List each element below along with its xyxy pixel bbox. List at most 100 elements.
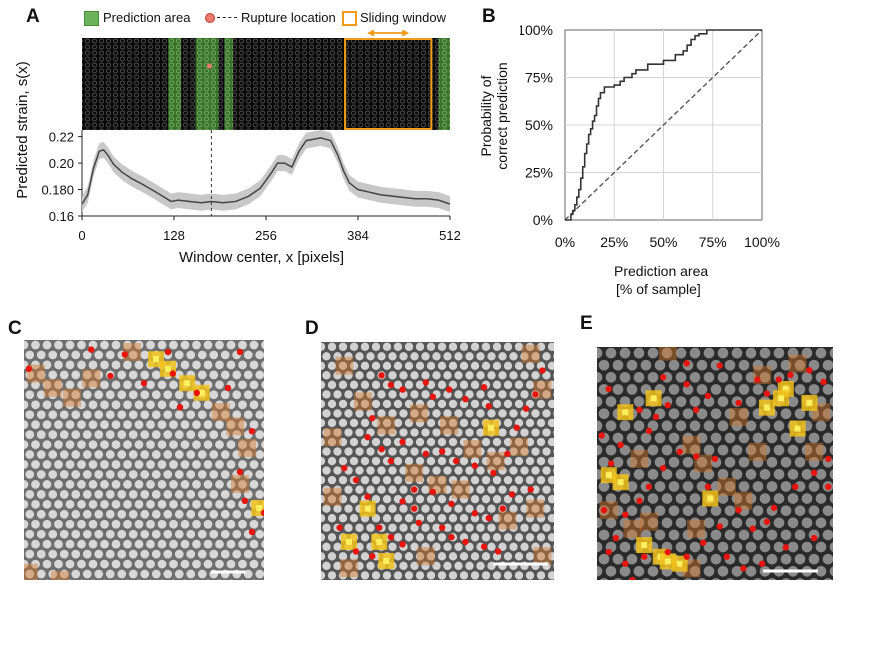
strain-heat-core (778, 395, 785, 402)
strain-heat-orange (498, 511, 517, 530)
defect-dot (140, 380, 148, 387)
y-tick-label: 25% (525, 165, 553, 181)
defect-dot (485, 514, 492, 522)
strain-heat-orange (323, 487, 342, 506)
strain-heat-orange (51, 571, 69, 580)
defect-dot (121, 351, 128, 358)
prob-y-label-line1: Probability of (478, 75, 494, 157)
defect-dot (716, 362, 723, 369)
defect-dot (810, 534, 818, 542)
micrograph-d (321, 342, 554, 580)
strain-heat-orange (238, 439, 257, 457)
defect-dot (399, 438, 406, 446)
strain-heat-orange (748, 442, 767, 461)
strain-heat-core (256, 505, 263, 511)
legend-rupture-dash-icon (217, 17, 237, 18)
defect-dot (248, 428, 256, 435)
strain-heat-core (617, 479, 624, 486)
strain-heat-orange (226, 417, 245, 436)
strain-curve (81, 137, 451, 205)
y-tick-label: 100% (520, 22, 553, 38)
defect-dot (494, 548, 502, 555)
strain-heat-orange (353, 392, 372, 411)
defect-dot (810, 469, 818, 477)
defect-dot (787, 371, 794, 379)
strain-heat-orange (682, 435, 701, 454)
defect-dot (522, 405, 530, 412)
defect-dot (364, 493, 371, 500)
window-arrow-right-icon (402, 29, 410, 37)
strain-heat-orange (623, 519, 642, 538)
strain-heat-orange (788, 354, 807, 373)
defect-dot (241, 497, 248, 504)
defect-dot (369, 553, 376, 560)
defect-dot (236, 468, 244, 476)
x-tick-label: 75% (699, 234, 727, 250)
y-tick-label: 50% (525, 117, 553, 133)
strain-heat-orange (123, 343, 141, 361)
prediction-area-band (438, 38, 450, 130)
micrograph-e (597, 347, 833, 580)
strain-heat-core (763, 404, 770, 411)
defect-dot (676, 448, 683, 456)
defect-dot (193, 389, 200, 396)
model-curve (565, 29, 762, 221)
legend-swatch-prediction-area (84, 11, 99, 26)
strain-heat-core (664, 558, 671, 565)
prob-y-label: Probability of correct prediction (478, 36, 510, 196)
defect-dot (429, 488, 437, 496)
x-tick-label: 100% (744, 234, 780, 250)
y-tick-label: 0.22 (49, 130, 74, 145)
strain-heat-orange (630, 449, 649, 468)
defect-dot (600, 506, 608, 514)
defect-dot (415, 519, 423, 527)
defect-dot (224, 384, 232, 392)
defect-dot (399, 386, 406, 393)
y-tick-label: 0.180 (41, 183, 74, 198)
defect-dot (622, 511, 629, 518)
strain-heat-core (605, 472, 612, 479)
x-tick-label: 256 (255, 228, 277, 243)
sliding-window-box (344, 38, 433, 130)
y-tick-label: 0.20 (49, 156, 74, 171)
defect-dot (607, 460, 615, 467)
defect-dot (641, 553, 648, 560)
defect-dot (636, 406, 643, 414)
prediction-area-band (195, 38, 219, 130)
strain-heat-orange (335, 356, 354, 375)
defect-dot (378, 372, 385, 379)
defect-dot (659, 464, 667, 472)
defect-dot (825, 455, 832, 463)
strain-y-label: Predicted strain, s(x) (14, 61, 31, 199)
defect-dot (636, 497, 643, 504)
strain-heat-core (184, 380, 191, 387)
x-tick-label: 0% (555, 234, 575, 250)
x-tick-label: 50% (649, 234, 677, 250)
defect-dot (378, 445, 385, 453)
strain-heat-core (198, 389, 205, 396)
defect-dot (629, 576, 636, 580)
defect-dot (770, 504, 778, 511)
defect-dot (471, 462, 478, 469)
strain-heat-core (650, 395, 657, 402)
defect-dot (169, 370, 176, 377)
defect-dot (664, 548, 671, 556)
strain-heat-orange (405, 463, 424, 482)
defect-dot (387, 533, 395, 541)
defect-dot (341, 464, 348, 472)
defect-dot (749, 525, 756, 532)
defect-dot (664, 402, 671, 409)
strain-heat-core (345, 538, 352, 545)
strain-heat-core (376, 538, 383, 545)
defect-dot (759, 560, 766, 567)
strain-heat-core (383, 557, 390, 564)
prob-y-label-line2: correct prediction (494, 62, 510, 170)
lattice-image (82, 38, 450, 130)
strain-heat-orange (339, 559, 358, 578)
defect-dot (683, 360, 690, 367)
defect-dot (612, 534, 620, 542)
defect-dot (532, 391, 539, 398)
defect-dot (792, 483, 799, 490)
defect-dot (448, 533, 455, 541)
legend-sliding-window: Sliding window (360, 10, 446, 25)
